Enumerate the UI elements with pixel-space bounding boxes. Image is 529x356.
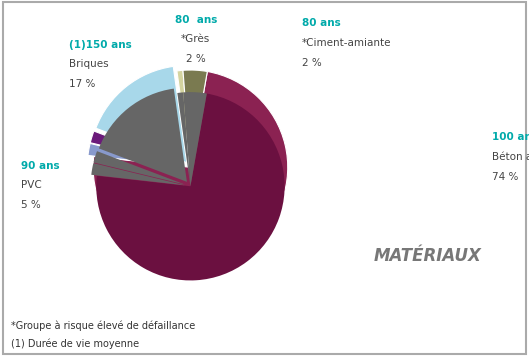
Wedge shape xyxy=(94,151,185,185)
Wedge shape xyxy=(99,89,187,182)
Text: (1) Durée de vie moyenne: (1) Durée de vie moyenne xyxy=(11,339,139,349)
Text: Briques: Briques xyxy=(69,59,108,69)
Text: 74 %: 74 % xyxy=(492,172,518,182)
Text: *Grès: *Grès xyxy=(181,35,211,44)
Text: 100 ans: 100 ans xyxy=(492,132,529,142)
Wedge shape xyxy=(96,94,285,281)
Text: PVC: PVC xyxy=(21,180,42,190)
Wedge shape xyxy=(90,131,185,166)
Text: *Ciment-amiante: *Ciment-amiante xyxy=(302,38,391,48)
Text: 90 ans: 90 ans xyxy=(21,161,60,171)
Text: 2 %: 2 % xyxy=(186,54,206,64)
Wedge shape xyxy=(183,92,207,186)
Wedge shape xyxy=(93,72,288,265)
Text: *Groupe à risque élevé de défaillance: *Groupe à risque élevé de défaillance xyxy=(11,321,195,331)
Text: (1)150 ans: (1)150 ans xyxy=(69,40,132,50)
Text: MATÉRIAUX: MATÉRIAUX xyxy=(373,247,481,265)
Wedge shape xyxy=(177,92,190,186)
Text: 2 %: 2 % xyxy=(302,58,321,68)
Wedge shape xyxy=(183,70,207,167)
Text: 17 %: 17 % xyxy=(69,79,95,89)
Wedge shape xyxy=(96,67,187,163)
Wedge shape xyxy=(177,70,190,167)
Wedge shape xyxy=(92,163,185,185)
Wedge shape xyxy=(88,143,185,166)
Text: 80 ans: 80 ans xyxy=(302,19,340,28)
Text: 5 %: 5 % xyxy=(21,200,41,210)
Text: Béton armé: Béton armé xyxy=(492,152,529,162)
Text: 80  ans: 80 ans xyxy=(175,15,217,25)
